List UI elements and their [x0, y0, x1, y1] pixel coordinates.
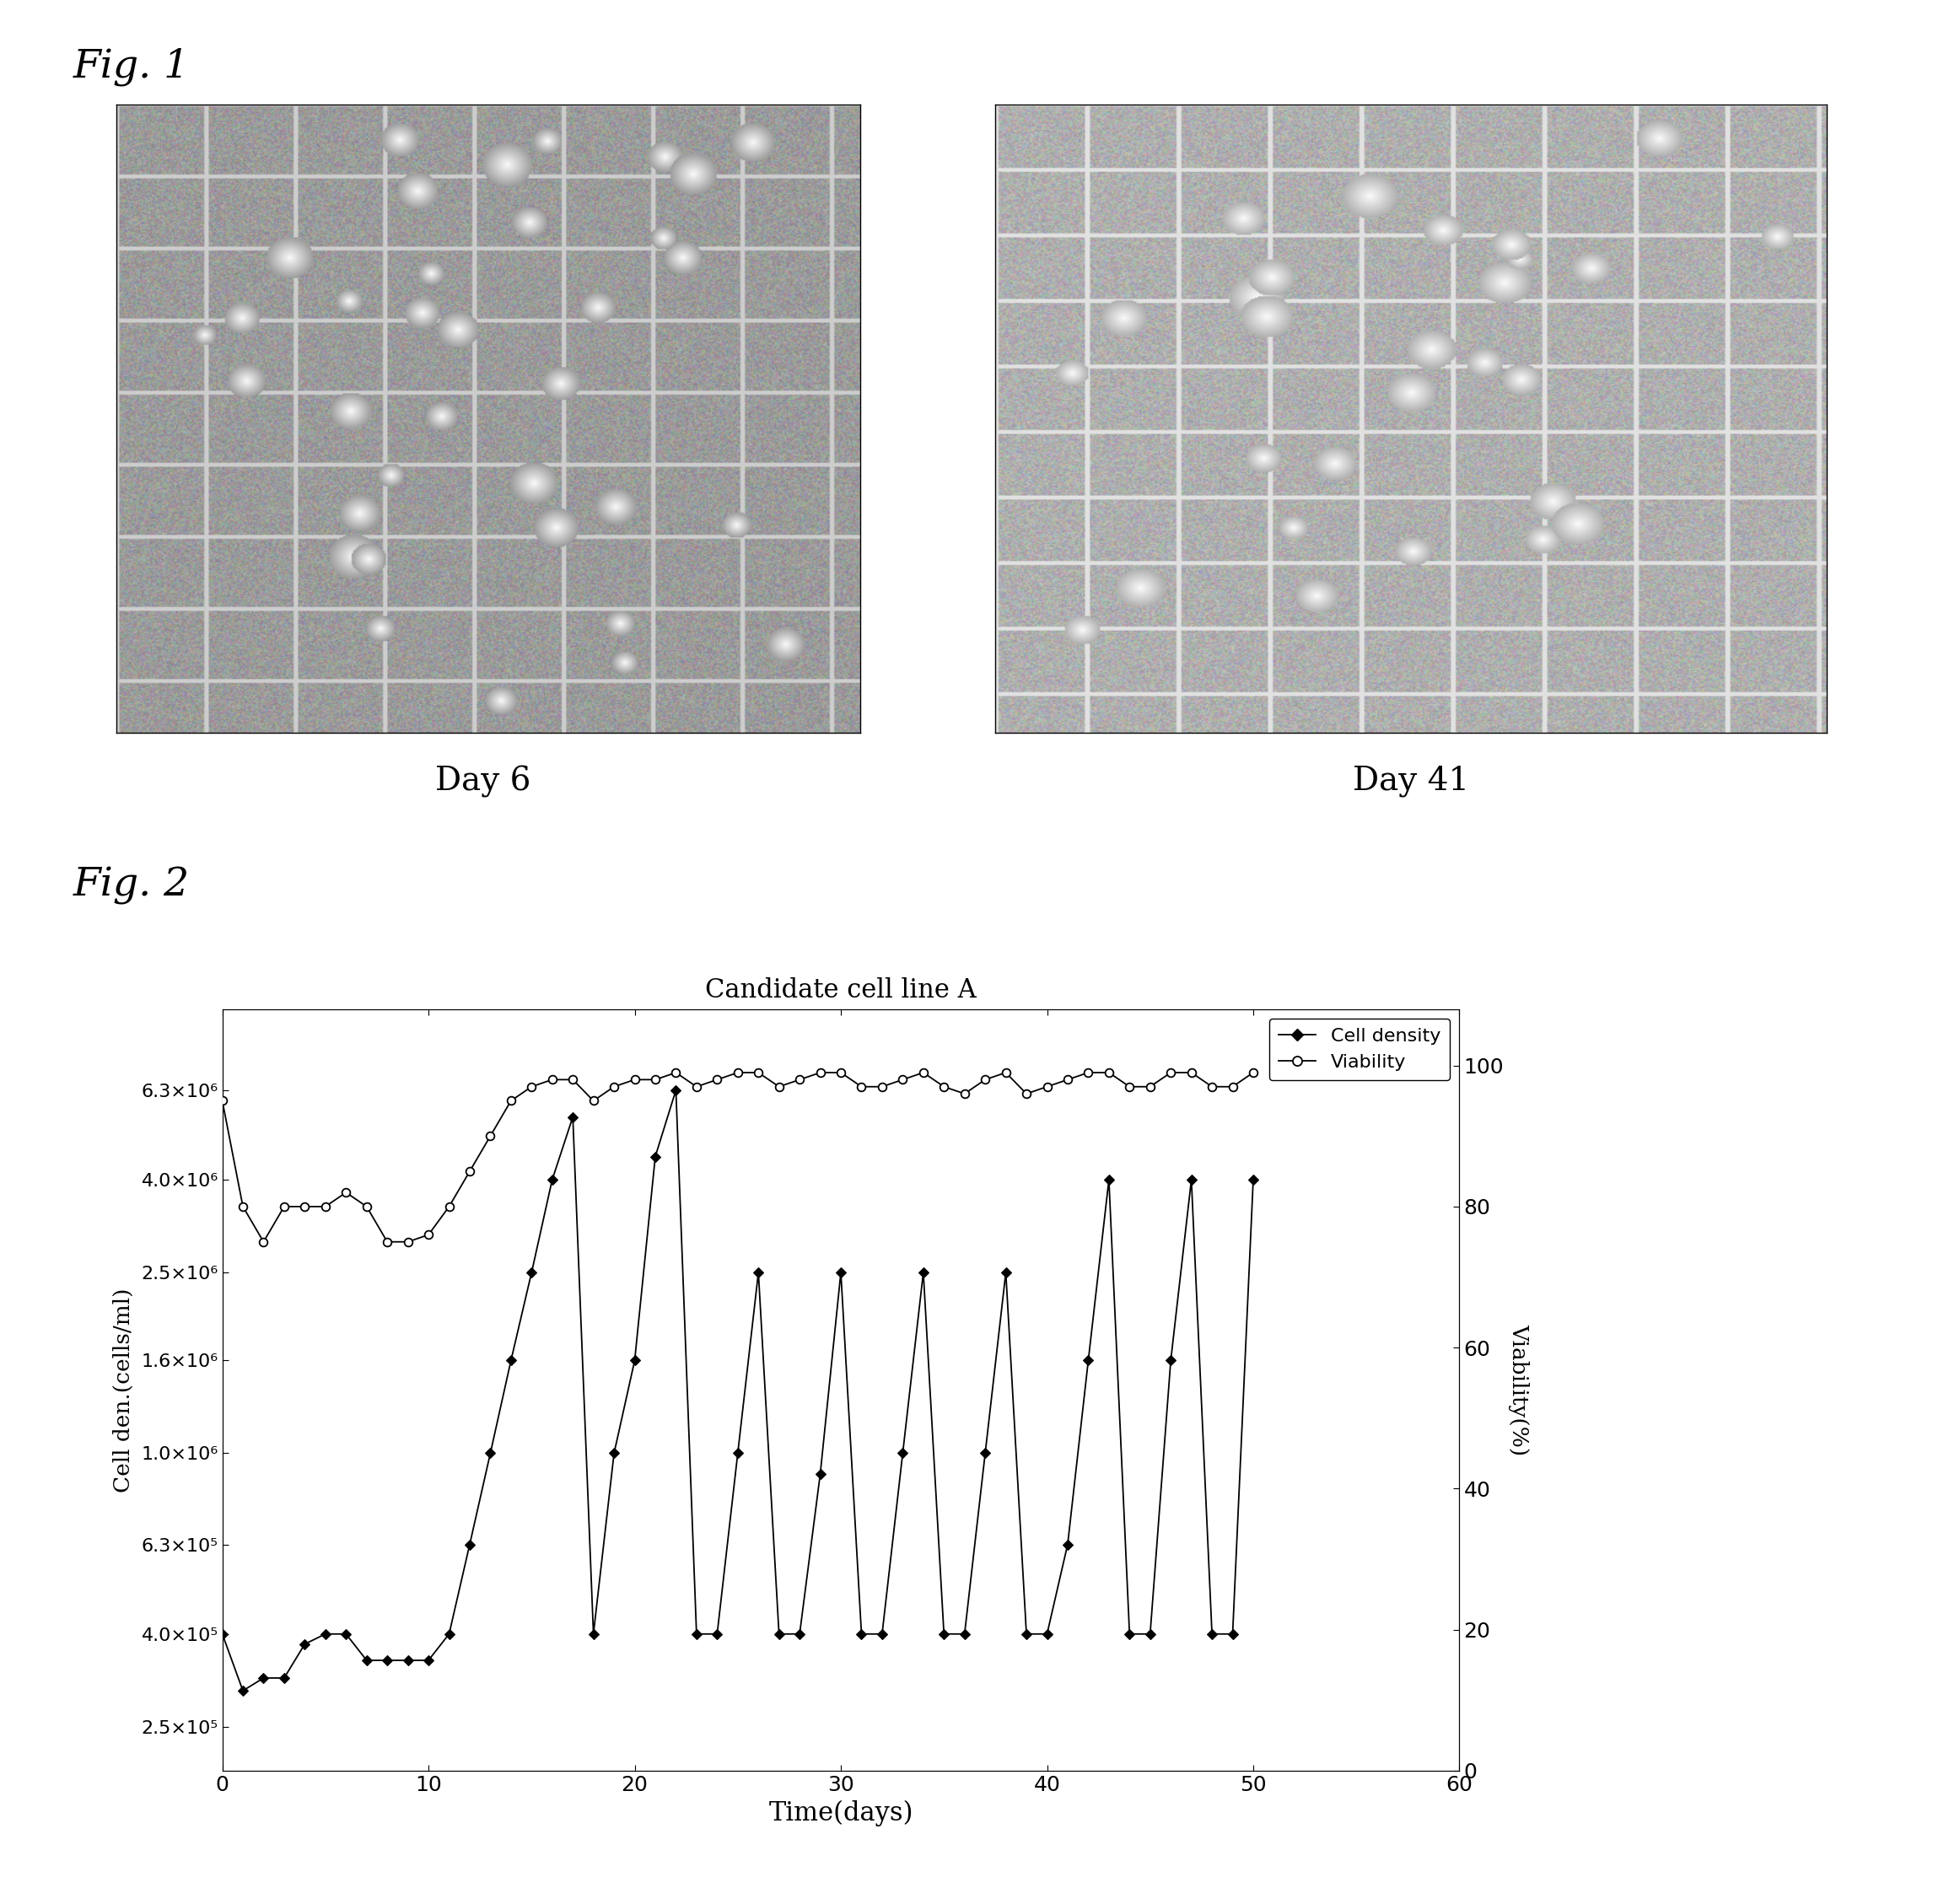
Text: Day 41: Day 41	[1353, 765, 1469, 798]
Text: Fig. 2: Fig. 2	[73, 866, 189, 904]
Text: Fig. 1: Fig. 1	[73, 48, 189, 86]
Y-axis label: Cell den.(cells/ml): Cell den.(cells/ml)	[114, 1287, 133, 1493]
X-axis label: Time(days): Time(days)	[769, 1799, 912, 1826]
Text: Day 6: Day 6	[435, 765, 532, 798]
Title: Candidate cell line A: Candidate cell line A	[706, 977, 976, 1003]
Legend: Cell density, Viability: Cell density, Viability	[1268, 1019, 1450, 1080]
Y-axis label: Viability(%): Viability(%)	[1508, 1323, 1529, 1457]
